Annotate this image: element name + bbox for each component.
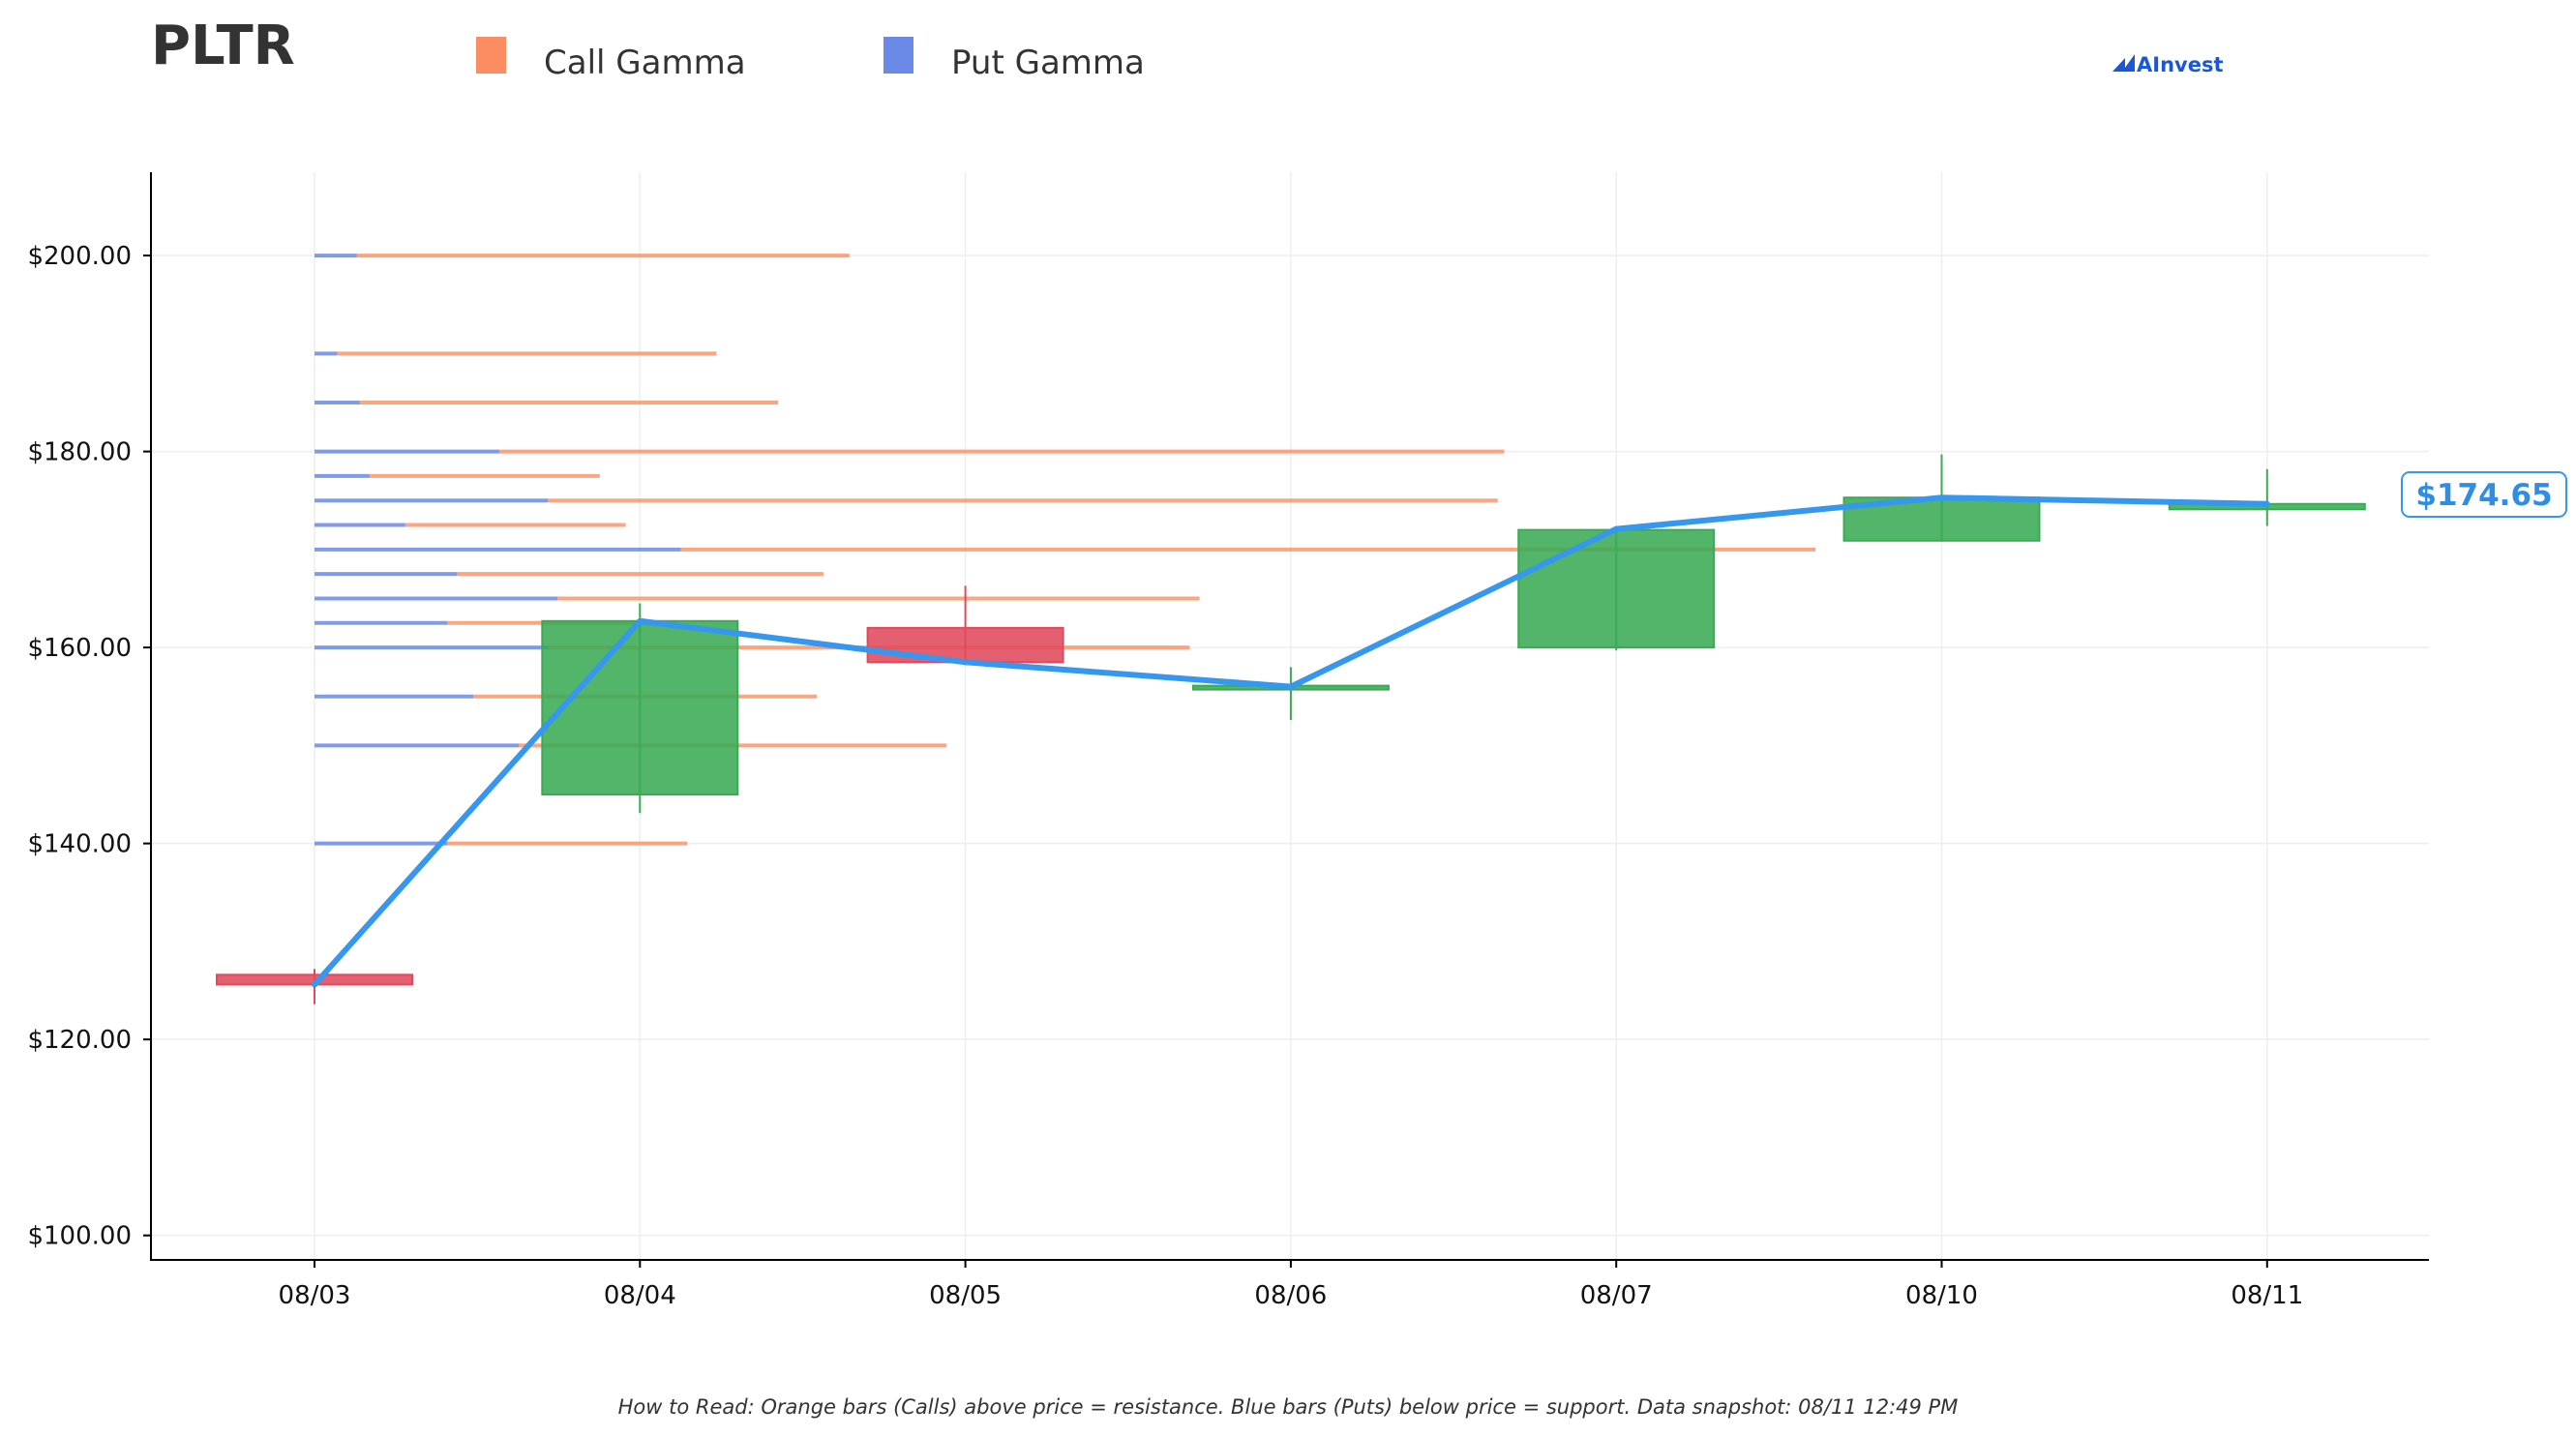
y-tick-label: $120.00 xyxy=(27,1026,132,1055)
brand-name: AInvest xyxy=(2137,53,2224,76)
x-tick-label: 08/06 xyxy=(1254,1281,1327,1310)
x-tick-label: 08/10 xyxy=(1905,1281,1978,1310)
y-tick-label: $180.00 xyxy=(27,438,132,467)
x-tick-label: 08/07 xyxy=(1580,1281,1653,1310)
gamma-bars xyxy=(315,254,1816,846)
legend-put-swatch xyxy=(884,37,914,74)
legend-put-label: Put Gamma xyxy=(951,44,1145,82)
legend-call-swatch xyxy=(476,37,506,74)
candle-body xyxy=(1517,528,1716,649)
candle-body xyxy=(541,619,739,796)
x-tick-label: 08/04 xyxy=(604,1281,676,1310)
y-tick-label: $140.00 xyxy=(27,830,132,859)
x-tick-label: 08/03 xyxy=(279,1281,351,1310)
legend: Call Gamma Put Gamma xyxy=(476,37,1145,82)
axes xyxy=(150,172,2429,1261)
y-tick-label: $200.00 xyxy=(27,242,132,271)
close-price-line xyxy=(312,494,2270,988)
close-line xyxy=(312,494,2270,988)
ticker-title: PLTR xyxy=(151,15,295,77)
chart-logo-icon xyxy=(2112,54,2135,72)
x-ticks: 08/03 08/04 08/05 08/06 08/07 08/10 08/11 xyxy=(279,1260,2303,1310)
x-tick-label: 08/11 xyxy=(2231,1281,2303,1310)
y-ticks: $100.00 $120.00 $140.00 $160.00 $180.00 $200.… xyxy=(27,242,151,1251)
last-price-badge: $174.65 xyxy=(2401,471,2567,518)
y-tick-label: $160.00 xyxy=(27,634,132,663)
candles xyxy=(216,454,2366,1004)
ainvest-logo: AInvest xyxy=(2112,53,2224,76)
x-tick-label: 08/05 xyxy=(929,1281,1002,1310)
y-tick-label: $100.00 xyxy=(27,1222,132,1251)
legend-call-label: Call Gamma xyxy=(544,44,746,82)
footnote: How to Read: Orange bars (Calls) above p… xyxy=(618,1395,1959,1419)
candle-body xyxy=(866,626,1064,664)
last-price-label: $174.65 xyxy=(2415,478,2552,513)
